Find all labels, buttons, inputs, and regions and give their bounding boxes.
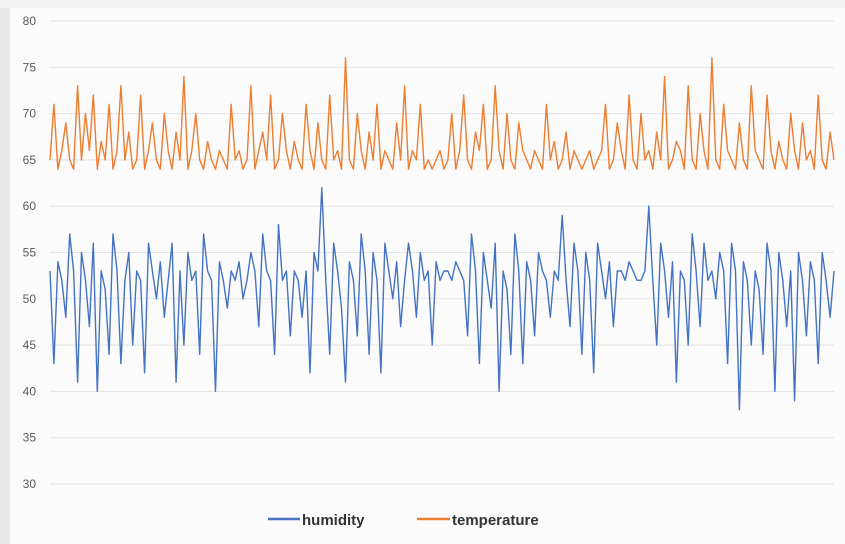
y-tick-label: 70 xyxy=(23,107,37,121)
y-tick-label: 45 xyxy=(23,338,37,352)
series-line-temperature xyxy=(49,57,835,170)
y-tick-label: 30 xyxy=(23,477,37,491)
y-axis-ticks: 30 35 40 45 50 55 60 65 70 75 80 xyxy=(23,14,37,491)
legend-label-temperature: temperature xyxy=(452,512,539,529)
y-tick-label: 55 xyxy=(23,246,37,260)
chart-top-border xyxy=(0,0,845,8)
y-tick-label: 80 xyxy=(23,14,37,28)
y-tick-label: 75 xyxy=(23,60,37,74)
legend: humidity temperature xyxy=(268,512,539,529)
legend-label-humidity: humidity xyxy=(302,512,365,529)
y-tick-label: 35 xyxy=(23,431,37,445)
chart-left-border xyxy=(0,0,10,544)
gridlines xyxy=(50,20,834,485)
y-tick-label: 40 xyxy=(23,384,37,398)
y-tick-label: 65 xyxy=(23,153,37,167)
series-line-humidity xyxy=(49,186,835,411)
y-tick-label: 60 xyxy=(23,199,37,213)
series-lines xyxy=(49,57,835,411)
y-tick-label: 50 xyxy=(23,292,37,306)
